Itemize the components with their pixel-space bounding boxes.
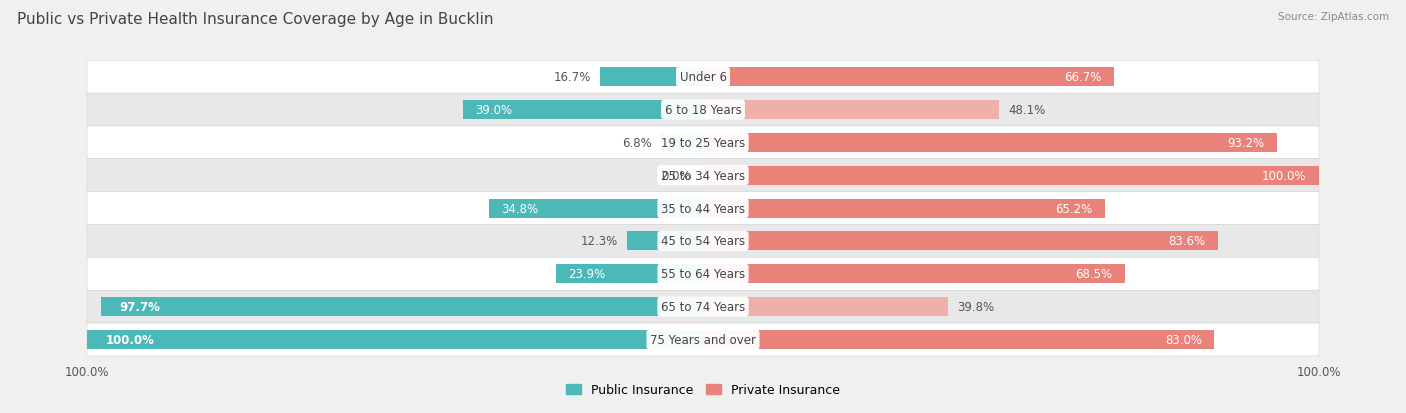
- Text: 66.7%: 66.7%: [1064, 71, 1101, 84]
- Bar: [661, 133, 703, 152]
- FancyBboxPatch shape: [87, 192, 1319, 225]
- Bar: [101, 297, 703, 316]
- Text: 45 to 54 Years: 45 to 54 Years: [661, 235, 745, 248]
- FancyBboxPatch shape: [87, 290, 1319, 323]
- Text: 23.9%: 23.9%: [568, 268, 606, 280]
- Text: 39.8%: 39.8%: [957, 300, 994, 313]
- FancyBboxPatch shape: [87, 323, 1319, 356]
- Text: 34.8%: 34.8%: [501, 202, 538, 215]
- FancyBboxPatch shape: [87, 258, 1319, 290]
- Bar: [703, 265, 1125, 284]
- Text: 35 to 44 Years: 35 to 44 Years: [661, 202, 745, 215]
- Legend: Public Insurance, Private Insurance: Public Insurance, Private Insurance: [561, 378, 845, 401]
- Text: Source: ZipAtlas.com: Source: ZipAtlas.com: [1278, 12, 1389, 22]
- Bar: [703, 232, 1218, 251]
- Bar: [703, 297, 948, 316]
- Bar: [600, 68, 703, 87]
- Text: 0.0%: 0.0%: [661, 169, 690, 182]
- Bar: [703, 133, 1277, 152]
- Text: 48.1%: 48.1%: [1008, 104, 1046, 117]
- Bar: [703, 330, 1215, 349]
- FancyBboxPatch shape: [87, 159, 1319, 192]
- Bar: [555, 265, 703, 284]
- Bar: [87, 330, 703, 349]
- Bar: [627, 232, 703, 251]
- Text: 39.0%: 39.0%: [475, 104, 512, 117]
- Text: 65.2%: 65.2%: [1054, 202, 1092, 215]
- Text: 12.3%: 12.3%: [581, 235, 619, 248]
- Bar: [489, 199, 703, 218]
- Text: Under 6: Under 6: [679, 71, 727, 84]
- Text: 16.7%: 16.7%: [554, 71, 591, 84]
- Text: 75 Years and over: 75 Years and over: [650, 333, 756, 346]
- Bar: [703, 68, 1114, 87]
- Text: 6.8%: 6.8%: [621, 137, 652, 150]
- Bar: [703, 199, 1105, 218]
- FancyBboxPatch shape: [87, 94, 1319, 127]
- FancyBboxPatch shape: [87, 61, 1319, 94]
- Text: 83.6%: 83.6%: [1168, 235, 1205, 248]
- Text: 19 to 25 Years: 19 to 25 Years: [661, 137, 745, 150]
- FancyBboxPatch shape: [87, 127, 1319, 159]
- Text: 97.7%: 97.7%: [120, 300, 160, 313]
- Text: 93.2%: 93.2%: [1227, 137, 1265, 150]
- Text: 6 to 18 Years: 6 to 18 Years: [665, 104, 741, 117]
- Text: 65 to 74 Years: 65 to 74 Years: [661, 300, 745, 313]
- FancyBboxPatch shape: [87, 225, 1319, 258]
- Text: 25 to 34 Years: 25 to 34 Years: [661, 169, 745, 182]
- Text: 55 to 64 Years: 55 to 64 Years: [661, 268, 745, 280]
- Text: 100.0%: 100.0%: [105, 333, 155, 346]
- Text: 68.5%: 68.5%: [1076, 268, 1112, 280]
- Bar: [463, 101, 703, 120]
- Bar: [703, 166, 1319, 185]
- Bar: [703, 101, 1000, 120]
- Text: Public vs Private Health Insurance Coverage by Age in Bucklin: Public vs Private Health Insurance Cover…: [17, 12, 494, 27]
- Text: 83.0%: 83.0%: [1166, 333, 1202, 346]
- Text: 100.0%: 100.0%: [1263, 169, 1306, 182]
